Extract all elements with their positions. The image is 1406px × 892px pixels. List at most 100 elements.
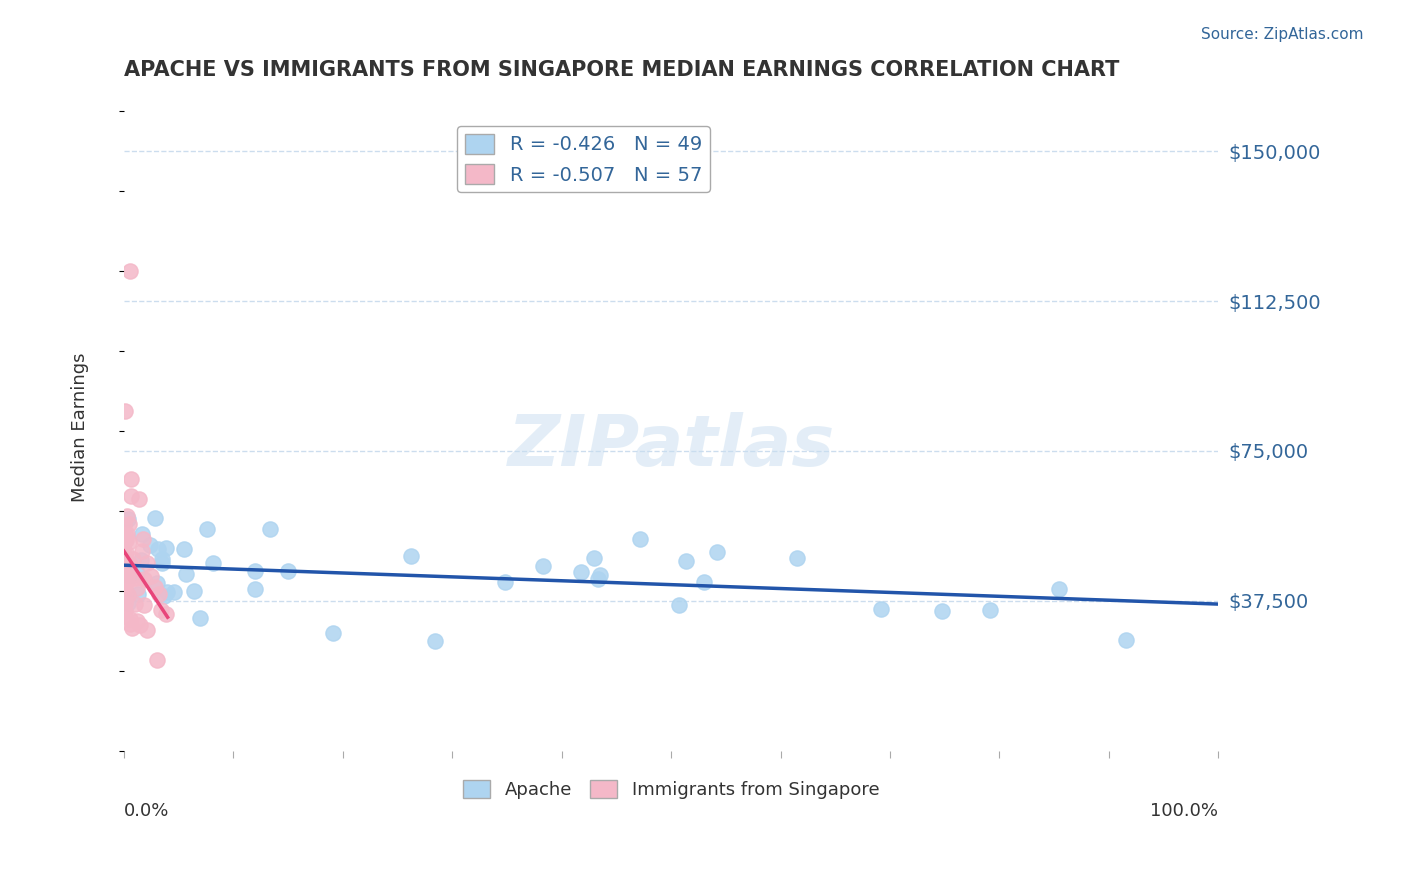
Point — [173, 542, 195, 557]
Point — [114, 529, 136, 543]
Point — [150, 603, 173, 617]
Point — [115, 567, 138, 582]
Point — [114, 579, 136, 593]
Point — [979, 603, 1001, 617]
Point — [139, 538, 162, 552]
Point — [155, 541, 177, 556]
Point — [117, 568, 139, 582]
Point — [124, 571, 146, 585]
Point — [668, 598, 690, 612]
Point — [322, 626, 344, 640]
Text: 0.0%: 0.0% — [124, 802, 169, 821]
Point — [118, 566, 141, 580]
Legend: Apache, Immigrants from Singapore: Apache, Immigrants from Singapore — [456, 772, 886, 806]
Point — [129, 552, 152, 566]
Point — [188, 611, 211, 625]
Point — [134, 598, 156, 612]
Point — [183, 583, 205, 598]
Point — [132, 572, 155, 586]
Text: 100.0%: 100.0% — [1150, 802, 1219, 821]
Point — [114, 561, 136, 575]
Point — [139, 569, 162, 583]
Point — [136, 623, 159, 637]
Point — [115, 574, 138, 589]
Point — [628, 533, 651, 547]
Point — [174, 566, 197, 581]
Point — [114, 596, 136, 610]
Point — [245, 564, 267, 578]
Point — [586, 572, 609, 586]
Point — [114, 546, 136, 560]
Point — [143, 580, 166, 594]
Point — [114, 562, 136, 576]
Point — [145, 575, 167, 590]
Point — [675, 554, 697, 568]
Point — [114, 404, 136, 418]
Point — [243, 582, 266, 596]
Point — [121, 621, 143, 635]
Point — [114, 557, 136, 571]
Point — [117, 535, 139, 549]
Point — [128, 617, 150, 632]
Point — [114, 591, 136, 605]
Point — [494, 575, 516, 590]
Point — [114, 560, 136, 574]
Point — [112, 602, 135, 616]
Point — [112, 581, 135, 595]
Point — [118, 517, 141, 532]
Point — [112, 532, 135, 546]
Point — [120, 616, 142, 631]
Point — [931, 604, 953, 618]
Point — [582, 551, 605, 566]
Point — [153, 589, 176, 603]
Point — [114, 572, 136, 586]
Point — [112, 547, 135, 561]
Point — [118, 556, 141, 570]
Point — [1047, 582, 1070, 597]
Point — [201, 556, 224, 570]
Point — [121, 568, 143, 582]
Point — [115, 527, 138, 541]
Point — [120, 489, 142, 503]
Point — [399, 549, 422, 564]
Point — [423, 634, 446, 648]
Point — [117, 587, 139, 601]
Point — [115, 509, 138, 524]
Point — [195, 522, 218, 536]
Point — [112, 534, 135, 549]
Point — [146, 653, 169, 667]
Point — [259, 522, 281, 536]
Point — [131, 544, 153, 558]
Text: Source: ZipAtlas.com: Source: ZipAtlas.com — [1201, 27, 1364, 42]
Point — [531, 559, 554, 574]
Point — [120, 472, 142, 486]
Point — [117, 559, 139, 574]
Point — [1115, 632, 1137, 647]
Point — [117, 512, 139, 526]
Point — [569, 565, 592, 579]
Point — [117, 558, 139, 573]
Point — [124, 598, 146, 612]
Point — [112, 558, 135, 572]
Point — [117, 596, 139, 610]
Point — [125, 566, 148, 580]
Point — [148, 542, 170, 557]
Point — [692, 575, 714, 590]
Point — [112, 518, 135, 533]
Point — [127, 614, 149, 628]
Point — [870, 602, 893, 616]
Text: Median Earnings: Median Earnings — [72, 352, 89, 501]
Point — [118, 558, 141, 573]
Point — [156, 585, 179, 599]
Point — [145, 511, 167, 525]
Point — [786, 550, 808, 565]
Point — [114, 604, 136, 618]
Point — [706, 545, 728, 559]
Point — [112, 567, 135, 582]
Point — [127, 587, 149, 601]
Point — [136, 556, 159, 570]
Point — [163, 585, 186, 599]
Point — [150, 552, 173, 566]
Point — [589, 568, 612, 582]
Point — [132, 532, 155, 546]
